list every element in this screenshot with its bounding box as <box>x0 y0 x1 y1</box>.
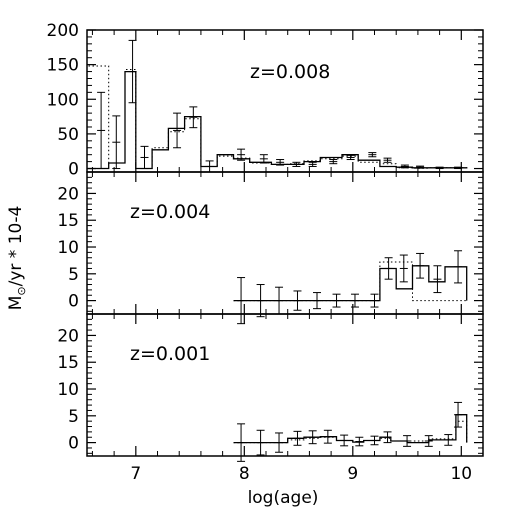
x-tick-label: 8 <box>239 464 250 484</box>
error-bar <box>323 429 332 444</box>
y-tick-label: 100 <box>47 90 79 110</box>
panel-2: 0 5 10 15 20 z=0.004 <box>57 171 484 325</box>
y-axis-title-rest: /yr * 10-4 <box>6 206 26 287</box>
axis-titles: log(age) M⊙/yr * 10-4 <box>6 206 318 508</box>
y-tick-label: 20 <box>57 326 79 346</box>
error-bar <box>292 161 301 167</box>
error-bar <box>370 293 379 308</box>
error-bar <box>454 250 463 284</box>
error-bar <box>332 293 341 308</box>
error-bar <box>256 429 265 456</box>
error-bar <box>384 257 393 280</box>
error-bar <box>350 293 359 308</box>
error-bar <box>329 159 338 165</box>
error-bar <box>256 284 265 318</box>
panel-1: 0 50 100 150 200 z=0.008 <box>47 21 484 180</box>
error-bar <box>383 157 392 163</box>
y-tick-label: 15 <box>57 353 79 373</box>
y-tick-label: 5 <box>68 407 79 427</box>
error-bar <box>383 431 392 444</box>
error-bar <box>237 423 246 462</box>
panel-frame <box>86 29 484 173</box>
error-bar <box>454 166 463 170</box>
x-tick-label: 9 <box>347 464 358 484</box>
y-axis-title-sun: ⊙ <box>15 286 28 295</box>
y-axis-title-m: M <box>6 296 26 311</box>
error-bar <box>399 254 408 283</box>
error-bar <box>454 401 463 428</box>
error-bar <box>112 115 121 170</box>
error-bar <box>370 435 379 446</box>
error-bar <box>400 164 409 169</box>
error-bar <box>424 435 433 447</box>
y-tick-label: 0 <box>68 434 79 454</box>
error-bar <box>416 252 425 279</box>
error-bar <box>346 154 355 161</box>
y-tick-label: 50 <box>57 125 79 145</box>
error-bar <box>435 166 444 170</box>
error-bar <box>308 430 317 445</box>
histogram-solid <box>233 265 468 302</box>
y-tick-label: 20 <box>57 184 79 204</box>
error-bar <box>293 430 302 446</box>
error-bar <box>403 435 412 447</box>
panel-frame <box>86 171 484 315</box>
error-bar <box>313 292 322 310</box>
panel-frame <box>86 313 484 457</box>
panel-annotation: z=0.008 <box>250 61 330 83</box>
error-bar <box>293 290 302 311</box>
error-bar <box>97 91 106 170</box>
error-bar <box>189 106 198 129</box>
x-axis-title: log(age) <box>248 488 319 508</box>
panel-annotation: z=0.001 <box>130 343 210 365</box>
y-tick-label: 15 <box>57 211 79 231</box>
error-bar <box>275 432 284 453</box>
error-bar <box>416 165 425 169</box>
histogram-solid <box>87 70 468 170</box>
y-tick-label: 5 <box>68 265 79 285</box>
error-bar <box>259 154 268 164</box>
y-tick-label: 150 <box>47 56 79 76</box>
y-tick-label: 0 <box>68 292 79 312</box>
error-bar <box>173 112 182 149</box>
error-bar <box>276 159 285 166</box>
plot-area: 0 50 100 150 200 z=0.008 0 5 10 15 20 z=0.004 0 5 10 15… <box>47 21 484 484</box>
error-bar <box>340 434 349 447</box>
error-bar <box>368 152 377 158</box>
error-bar <box>128 39 137 104</box>
error-bar <box>444 434 453 446</box>
error-bar <box>205 160 214 173</box>
panel-annotation: z=0.004 <box>130 201 210 223</box>
panel-3: 0 5 10 15 20 z=0.001 7 8 9 10 <box>57 313 484 484</box>
x-tick-label: 10 <box>450 464 472 484</box>
error-bar <box>140 145 149 170</box>
error-bar <box>308 161 317 167</box>
error-bar <box>237 148 246 161</box>
x-tick-label: 7 <box>130 464 141 484</box>
error-bar <box>355 436 364 447</box>
y-axis-title: M⊙/yr * 10-4 <box>6 206 28 311</box>
error-bar <box>433 265 442 294</box>
y-tick-label: 10 <box>57 380 79 400</box>
y-tick-label: 200 <box>47 21 79 41</box>
histogram-solid <box>233 414 468 444</box>
error-bar <box>275 286 284 315</box>
y-tick-label: 10 <box>57 238 79 258</box>
y-tick-label: 0 <box>68 160 79 180</box>
